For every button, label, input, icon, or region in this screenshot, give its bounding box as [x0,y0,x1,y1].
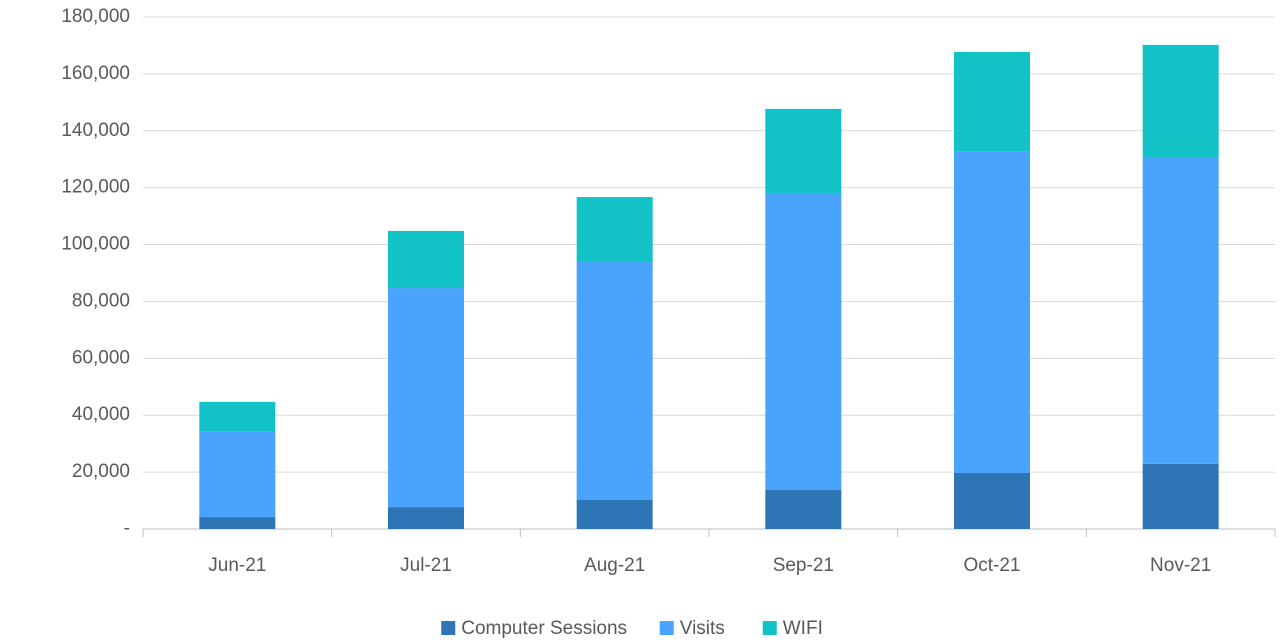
x-tick-label: Aug-21 [584,555,645,576]
x-tick-label: Sep-21 [773,555,834,576]
bar-segment [765,490,842,529]
y-tick-label: 120,000 [61,177,130,198]
y-tick-label: 160,000 [61,63,130,84]
legend-swatch [762,621,777,635]
bar-segment [576,197,653,262]
legend-swatch [659,621,674,635]
y-tick-label: 100,000 [61,234,130,255]
y-tick-label: 140,000 [61,120,130,141]
y-tick-label: 80,000 [72,290,130,311]
y-tick-label: 20,000 [72,461,130,482]
bar-segment [388,507,464,529]
legend-label: WIFI [783,618,823,639]
x-tick-label: Jul-21 [400,555,452,576]
y-tick-label: 180,000 [61,6,130,27]
bar-segment [576,261,653,500]
y-tick-label: - [124,518,130,539]
bar-segment [1142,463,1219,529]
bar-segment [1142,44,1219,157]
bar-segment [954,151,1030,473]
bar-segment [954,51,1030,152]
bar-segment [199,517,276,529]
legend-swatch [441,621,456,635]
x-tick-label: Jun-21 [208,555,266,576]
bar-segment [765,108,842,194]
x-tick-label: Nov-21 [1150,555,1211,576]
legend-label: Computer Sessions [461,618,627,639]
bar-segment [388,230,464,289]
legend-label: Visits [680,618,725,639]
x-tick-label: Oct-21 [963,555,1020,576]
bar-segment [388,288,464,508]
bar-segment [954,472,1030,529]
bar-segment [1142,156,1219,464]
y-tick-label: 60,000 [72,347,130,368]
y-tick-label: 40,000 [72,404,130,425]
bar-segment [765,193,842,491]
bar-segment [199,431,276,518]
bar-segment [576,499,653,529]
bar-segment [199,401,276,432]
